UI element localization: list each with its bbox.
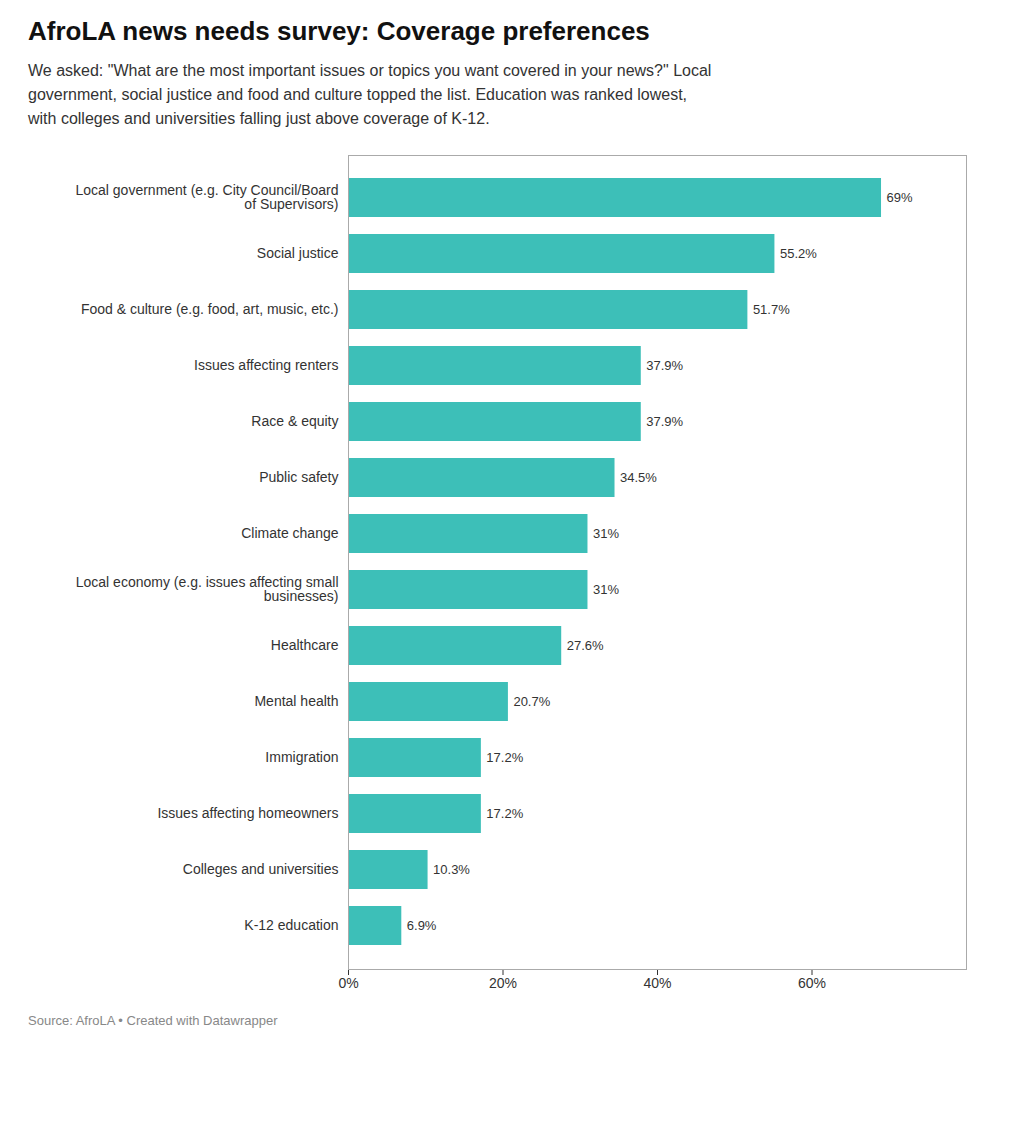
svg-text:Issues affecting homeowners: Issues affecting homeowners (157, 805, 338, 821)
svg-text:6.9%: 6.9% (407, 918, 437, 933)
svg-text:0%: 0% (338, 975, 358, 991)
svg-text:40%: 40% (643, 975, 671, 991)
svg-text:Food & culture (e.g. food, art: Food & culture (e.g. food, art, music, e… (81, 301, 339, 317)
svg-text:51.7%: 51.7% (753, 302, 790, 317)
html-text:Source: AfroLA • Created with: Source: AfroLA • Created with Datawrappe… (28, 1013, 278, 1028)
svg-text:69%: 69% (887, 190, 913, 205)
svg-text:Colleges and universities: Colleges and universities (183, 861, 339, 877)
html-text:We asked: "What are the most i: We asked: "What are the most important i… (28, 62, 712, 127)
svg-text:Local economy (e.g. issues aff: Local economy (e.g. issues affecting sma… (76, 574, 339, 604)
svg-text:Mental health: Mental health (254, 693, 338, 709)
svg-text:60%: 60% (798, 975, 826, 991)
svg-text:Climate change: Climate change (241, 525, 338, 541)
svg-text:17.2%: 17.2% (486, 806, 523, 821)
svg-text:20.7%: 20.7% (513, 694, 550, 709)
svg-text:20%: 20% (489, 975, 517, 991)
svg-text:Issues affecting renters: Issues affecting renters (194, 357, 338, 373)
svg-text:10.3%: 10.3% (433, 862, 470, 877)
svg-text:37.9%: 37.9% (646, 414, 683, 429)
svg-text:31%: 31% (593, 526, 619, 541)
svg-text:55.2%: 55.2% (780, 246, 817, 261)
svg-text:31%: 31% (593, 582, 619, 597)
svg-text:Immigration: Immigration (265, 749, 338, 765)
svg-text:27.6%: 27.6% (567, 638, 604, 653)
svg-text:Race & equity: Race & equity (251, 413, 338, 429)
svg-text:Social justice: Social justice (257, 245, 339, 261)
svg-text:37.9%: 37.9% (646, 358, 683, 373)
svg-text:Local government (e.g. City Co: Local government (e.g. City Council/Boar… (75, 182, 338, 212)
svg-text:34.5%: 34.5% (620, 470, 657, 485)
svg-text:17.2%: 17.2% (486, 750, 523, 765)
html-text:AfroLA news needs survey: Cove: AfroLA news needs survey: Coverage prefe… (28, 16, 650, 46)
svg-text:K-12 education: K-12 education (244, 917, 338, 933)
svg-text:Public safety: Public safety (259, 469, 338, 485)
svg-text:Healthcare: Healthcare (271, 637, 339, 653)
